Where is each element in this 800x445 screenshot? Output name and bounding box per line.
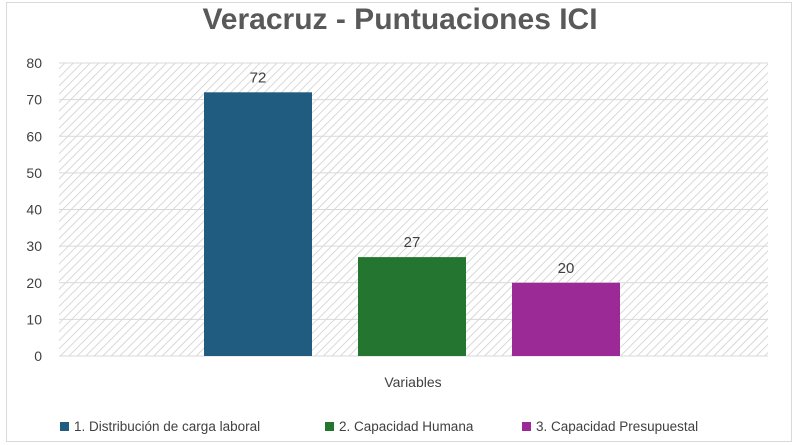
x-axis-label: Variables [384, 374, 441, 390]
legend-label: 3. Capacidad Presupuestal [536, 419, 698, 434]
bars [204, 92, 620, 357]
y-tick-label: 60 [26, 128, 42, 144]
data-labels: 72 27 20 [250, 69, 575, 276]
y-axis: 0 10 20 30 40 50 60 70 80 [26, 55, 42, 364]
y-tick-label: 20 [26, 275, 42, 291]
data-label: 72 [250, 69, 267, 86]
y-tick-label: 50 [26, 165, 42, 181]
legend-label: 2. Capacidad Humana [339, 419, 474, 434]
y-tick-label: 30 [26, 238, 42, 254]
legend-swatch [60, 422, 69, 431]
y-tick-label: 70 [26, 92, 42, 108]
chart-title: Veracruz - Puntuaciones ICI [202, 3, 598, 36]
bar [204, 92, 312, 357]
data-label: 20 [558, 260, 575, 277]
bar [512, 282, 620, 356]
y-tick-label: 0 [34, 348, 42, 364]
legend: 1. Distribución de carga laboral 2. Capac… [60, 419, 698, 434]
legend-swatch [325, 422, 334, 431]
legend-label: 1. Distribución de carga laboral [74, 419, 260, 434]
data-label: 27 [404, 234, 421, 251]
bar [358, 257, 466, 356]
legend-swatch [522, 422, 531, 431]
y-tick-label: 80 [26, 55, 42, 71]
y-tick-label: 40 [26, 202, 42, 218]
y-tick-label: 10 [26, 311, 42, 327]
